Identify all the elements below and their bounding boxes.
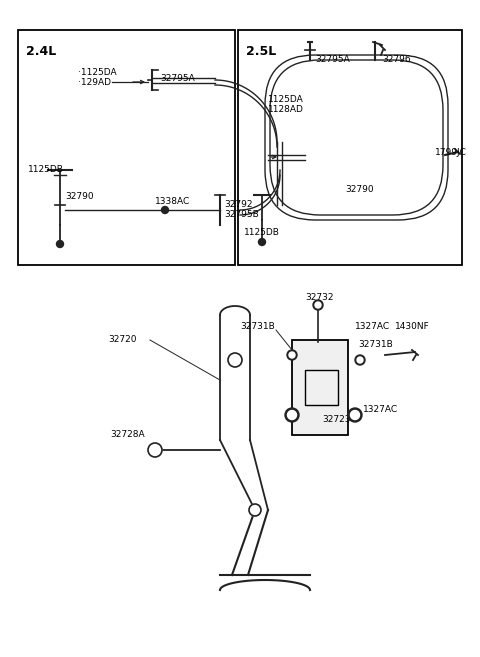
Text: 32790: 32790 <box>65 192 94 201</box>
Circle shape <box>288 411 297 420</box>
Text: 1125DB: 1125DB <box>28 165 64 174</box>
Circle shape <box>315 302 321 308</box>
Text: ·1125DA: ·1125DA <box>78 68 117 77</box>
Text: 32795B: 32795B <box>224 210 259 219</box>
Text: 1327AC: 1327AC <box>363 405 398 414</box>
Text: 2.5L: 2.5L <box>246 45 276 58</box>
Circle shape <box>287 350 297 360</box>
Text: 32792: 32792 <box>224 200 252 209</box>
Text: 32796: 32796 <box>382 55 410 64</box>
Circle shape <box>348 408 362 422</box>
Circle shape <box>148 443 162 457</box>
Circle shape <box>57 240 63 248</box>
Text: 1327AC: 1327AC <box>355 322 390 331</box>
Circle shape <box>161 206 168 214</box>
Text: 32720: 32720 <box>108 335 136 344</box>
Text: 32795A: 32795A <box>160 74 195 83</box>
Circle shape <box>313 300 323 310</box>
Text: 32790: 32790 <box>345 185 373 194</box>
Bar <box>18 30 235 265</box>
Text: 1430NF: 1430NF <box>395 322 430 331</box>
Text: 1128AD: 1128AD <box>268 105 304 114</box>
Text: 1338AC: 1338AC <box>155 197 190 206</box>
Text: 32731B: 32731B <box>358 340 393 349</box>
Text: 32732: 32732 <box>305 293 334 302</box>
Circle shape <box>350 411 360 420</box>
Bar <box>305 370 338 405</box>
Text: 32731B: 32731B <box>240 322 275 331</box>
Circle shape <box>249 504 261 516</box>
Text: 1125DB: 1125DB <box>244 228 280 237</box>
Text: 32723: 32723 <box>322 415 350 424</box>
Text: 32728A: 32728A <box>110 430 144 439</box>
Text: ·129AD: ·129AD <box>78 78 111 87</box>
Circle shape <box>357 357 363 363</box>
Text: 2.4L: 2.4L <box>26 45 56 58</box>
Text: 1799JC: 1799JC <box>435 148 467 157</box>
Text: 32795A: 32795A <box>315 55 350 64</box>
Circle shape <box>259 238 265 246</box>
Bar <box>292 340 348 435</box>
Bar <box>238 30 462 265</box>
Text: 1125DA: 1125DA <box>268 95 304 104</box>
Circle shape <box>355 355 365 365</box>
Circle shape <box>285 408 299 422</box>
Circle shape <box>289 352 295 358</box>
